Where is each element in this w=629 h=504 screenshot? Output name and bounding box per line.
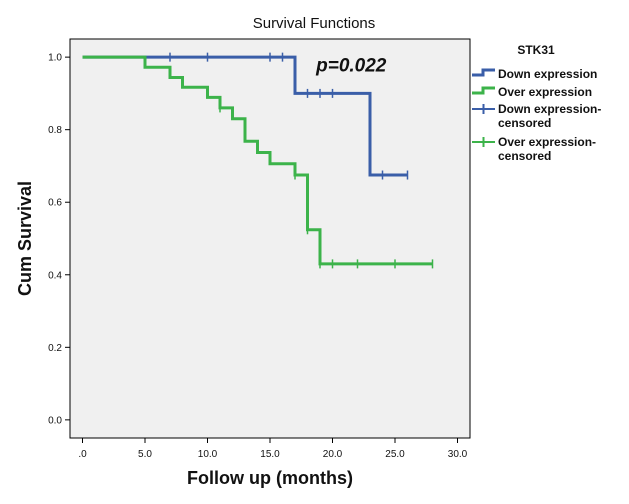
legend: STK31 Down expression Over expression Down… xyxy=(472,43,601,163)
y-tick-label: 0.6 xyxy=(48,198,62,209)
y-tick-label: 0.8 xyxy=(48,125,62,136)
x-axis-label: Follow up (months) xyxy=(187,468,353,488)
series-layer xyxy=(82,52,434,269)
y-tick-label: 0.0 xyxy=(48,415,62,426)
x-tick-label: 20.0 xyxy=(323,449,343,460)
legend-label: Down expression xyxy=(498,67,597,81)
legend-title: STK31 xyxy=(517,43,555,57)
y-axis-label: Cum Survival xyxy=(15,181,35,296)
x-tick-label: 5.0 xyxy=(138,449,152,460)
legend-label: Over expression- xyxy=(498,135,596,149)
legend-label: censored xyxy=(498,116,551,130)
p-value-annotation: p=0.022 xyxy=(315,56,387,77)
legend-label: Over expression xyxy=(498,85,592,99)
legend-label: Down expression- xyxy=(498,102,601,116)
y-tick-label: 1.0 xyxy=(48,53,62,64)
x-tick-label: 25.0 xyxy=(385,449,405,460)
legend-censor-icon xyxy=(472,137,495,147)
y-axis-ticks: 0.0 0.2 0.4 0.6 0.8 1.0 xyxy=(48,53,70,426)
legend-label: censored xyxy=(498,149,551,163)
series-line-over-expression xyxy=(82,55,433,266)
x-axis-ticks: .0 5.0 10.0 15.0 20.0 25.0 30.0 xyxy=(78,438,468,460)
x-tick-label: .0 xyxy=(78,449,87,460)
y-tick-label: 0.4 xyxy=(48,270,62,281)
legend-censor-icon xyxy=(472,104,495,114)
legend-step-icon xyxy=(472,86,495,95)
chart-title: Survival Functions xyxy=(253,15,376,32)
x-tick-label: 15.0 xyxy=(260,449,280,460)
y-tick-label: 0.2 xyxy=(48,343,62,354)
plot-area xyxy=(69,38,471,439)
legend-step-icon xyxy=(472,68,495,77)
x-tick-label: 10.0 xyxy=(198,449,218,460)
x-tick-label: 30.0 xyxy=(448,449,468,460)
